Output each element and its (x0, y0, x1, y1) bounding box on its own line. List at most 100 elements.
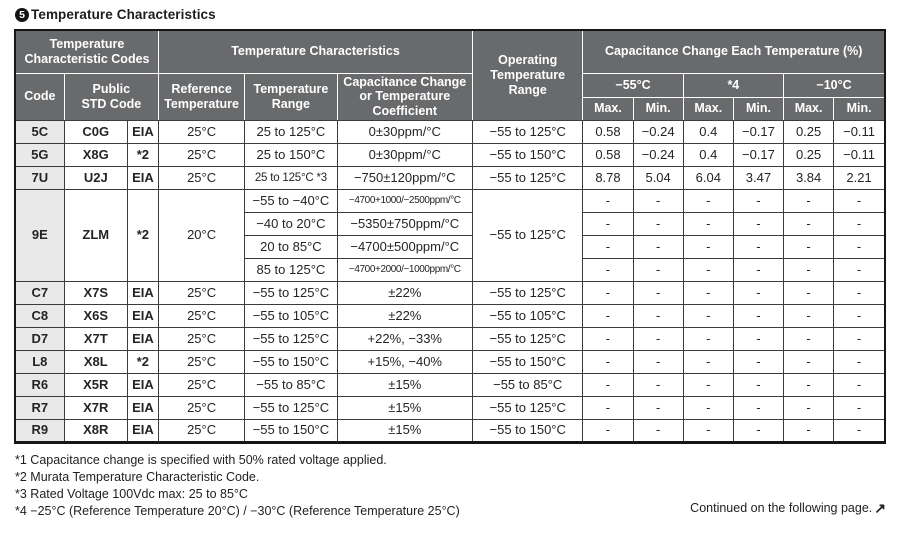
data-cell: 0.4 (682, 119, 734, 144)
data-cell: 25°C (157, 372, 246, 397)
data-cell: 0.58 (582, 142, 634, 167)
data-cell: 8.78 (582, 165, 634, 190)
data-cell: 0±30ppm/°C (336, 142, 474, 167)
data-cell: - (682, 257, 734, 282)
data-cell: - (833, 326, 886, 351)
data-cell: −40 to 20°C (244, 211, 338, 236)
table-row: C7 X7S EIA 25°C −55 to 125°C ±22% −55 to 125°C… (14, 280, 886, 305)
header-cell: Temperature Characteristic Codes (14, 29, 159, 74)
data-cell: −55 to 85°C (244, 372, 338, 397)
data-cell: C0G (63, 119, 128, 144)
header-star4: *4 (682, 72, 785, 98)
data-cell: - (582, 418, 634, 443)
header-code: Code (14, 72, 65, 121)
code-cell: R9 (14, 418, 65, 443)
data-cell: - (833, 395, 886, 420)
section-number-badge-icon: 5 (15, 7, 29, 22)
data-cell: - (632, 211, 684, 236)
table-row: L8 X8L *2 25°C −55 to 150°C +15%, −40% −55 to … (14, 349, 886, 374)
data-cell: X8R (63, 418, 128, 443)
arrow-northeast-icon: ↗ (874, 500, 886, 516)
data-cell: 25°C (157, 395, 246, 420)
table-row: 20 to 85°C −4700±500ppm/°C - - - - - - (15, 234, 886, 259)
data-cell: ±22% (336, 280, 474, 305)
data-cell: −750±120ppm/°C (336, 165, 474, 190)
code-cell: 9E (14, 188, 65, 282)
table-header: Temperature Characteristic Codes Temperat… (14, 29, 886, 121)
data-cell: - (582, 395, 634, 420)
data-cell: - (682, 234, 734, 259)
data-cell: U2J (63, 165, 128, 190)
data-cell: ±15% (336, 395, 474, 420)
data-cell: - (732, 211, 785, 236)
data-cell: −55 to 125°C (244, 326, 338, 351)
table-row: 7U U2J EIA 25°C 25 to 125°C *3 −750±120ppm/°C… (14, 165, 886, 190)
data-cell: - (682, 395, 734, 420)
data-cell: - (582, 211, 634, 236)
data-cell: 25°C (157, 349, 246, 374)
data-cell: EIA (126, 303, 159, 328)
data-cell: - (582, 257, 634, 282)
data-cell: 25°C (157, 418, 246, 443)
data-cell: 0.58 (582, 119, 634, 144)
data-cell: 5.04 (632, 165, 684, 190)
data-cell: - (783, 418, 835, 443)
data-cell: 20°C (157, 188, 246, 282)
header-minus-10c: −10°C (783, 72, 886, 98)
data-cell: +15%, −40% (336, 349, 474, 374)
data-cell: −55 to 125°C (244, 280, 338, 305)
header-cell: Max. (582, 96, 634, 121)
data-cell: - (582, 188, 634, 213)
data-cell: EIA (126, 395, 159, 420)
data-cell: 25°C (157, 303, 246, 328)
data-cell: 25 to 150°C (244, 142, 338, 167)
data-cell: −4700+2000/−1000ppm/°C (336, 257, 474, 282)
data-cell: - (582, 372, 634, 397)
data-cell: - (682, 349, 734, 374)
data-cell: 20 to 85°C (244, 234, 338, 259)
data-cell: EIA (126, 165, 159, 190)
data-cell: - (682, 303, 734, 328)
data-cell: X7R (63, 395, 128, 420)
data-cell: - (632, 326, 684, 351)
datasheet-page: 5 Temperature Characteristics Temperatur… (14, 7, 886, 518)
code-cell: 5G (14, 142, 65, 167)
header-operating-temperature-range: Operating Temperature Range (472, 29, 584, 121)
data-cell: −55 to 150°C (244, 349, 338, 374)
data-cell: 25 to 125°C *3 (244, 165, 338, 190)
data-cell: *2 (126, 188, 159, 282)
footnote: *1 Capacitance change is specified with … (15, 452, 387, 467)
data-cell: −55 to 125°C (472, 188, 584, 282)
data-cell: −4700+1000/−2500ppm/°C (336, 188, 474, 213)
data-cell: 25°C (157, 165, 246, 190)
table-row: 9E ZLM *2 20°C −55 to −40°C −4700+1000/−2500p… (14, 188, 886, 282)
data-cell: - (833, 234, 886, 259)
data-cell: - (582, 280, 634, 305)
data-cell: EIA (126, 372, 159, 397)
data-cell: - (783, 257, 835, 282)
data-cell: - (682, 418, 734, 443)
continued-text: Continued on the following page. (690, 501, 873, 515)
table-row: 5G X8G *2 25°C 25 to 150°C 0±30ppm/°C −55 to 1… (14, 142, 886, 167)
data-cell: *2 (126, 349, 159, 374)
code-cell: 7U (14, 165, 65, 190)
data-cell: - (632, 280, 684, 305)
header-cell: Max. (783, 96, 835, 121)
data-cell: X7T (63, 326, 128, 351)
data-cell: 3.84 (783, 165, 835, 190)
table-row: R7 X7R EIA 25°C −55 to 125°C ±15% −55 to 125°C… (14, 395, 886, 420)
table-row: Code Public STD Code Reference Temperature… (14, 72, 886, 121)
table-row: Temperature Characteristic Codes Temperat… (14, 29, 886, 121)
data-cell: 25°C (157, 119, 246, 144)
data-cell: - (632, 188, 684, 213)
data-cell: −55 to 150°C (472, 418, 584, 443)
data-cell: +22%, −33% (336, 326, 474, 351)
data-cell: −55 to −40°C (244, 188, 338, 213)
data-cell: - (833, 303, 886, 328)
code-cell: C8 (14, 303, 65, 328)
data-cell: - (732, 418, 785, 443)
data-cell: X8G (63, 142, 128, 167)
code-cell: R6 (14, 372, 65, 397)
data-cell: - (582, 303, 634, 328)
header-cell: Min. (632, 96, 684, 121)
